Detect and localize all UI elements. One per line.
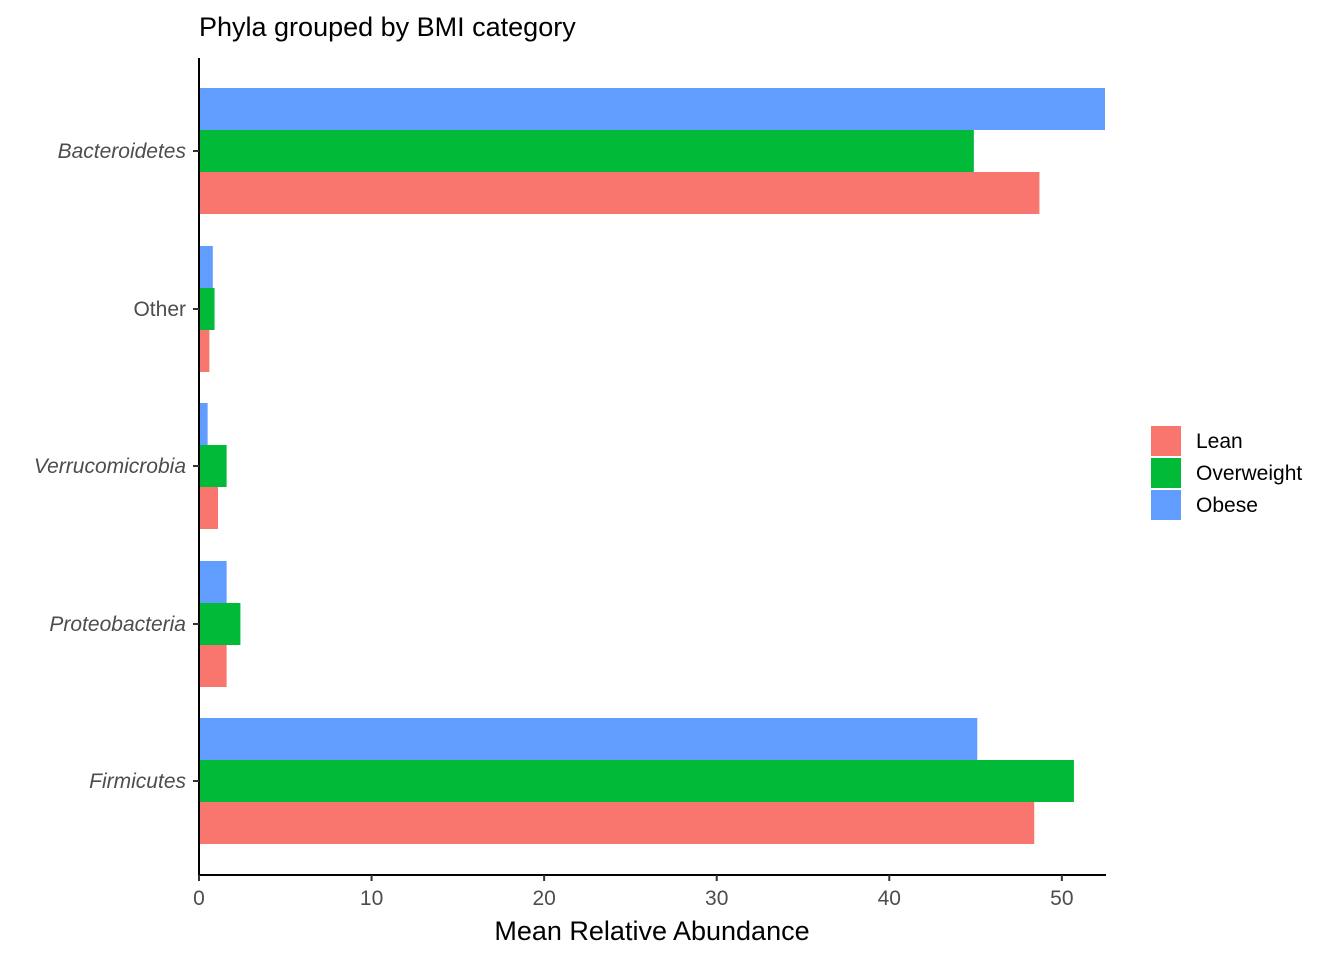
y-tick-label-firmicutes: Firmicutes <box>89 770 186 793</box>
bar-firmicutes-obese <box>199 718 978 760</box>
bar-other-lean <box>199 330 210 372</box>
x-tick-label: 50 <box>1050 887 1073 910</box>
x-tick-label: 0 <box>193 887 205 910</box>
bar-proteobacteria-obese <box>199 561 227 603</box>
y-tick-label-verrucomicrobia: Verrucomicrobia <box>34 455 186 478</box>
legend-label-lean: Lean <box>1196 430 1243 453</box>
bar-firmicutes-lean <box>199 802 1035 844</box>
bar-verrucomicrobia-overweight <box>199 445 227 487</box>
bar-bacteroidetes-overweight <box>199 130 974 172</box>
y-tick-label-bacteroidetes: Bacteroidetes <box>58 140 187 163</box>
y-tick-label-proteobacteria: Proteobacteria <box>49 613 186 636</box>
legend: Lean Overweight Obese <box>1151 426 1302 520</box>
y-axis-ticks: Bacteroidetes Other Verrucomicrobia Proteob… <box>34 140 199 793</box>
bar-other-obese <box>199 246 213 288</box>
bar-verrucomicrobia-obese <box>199 403 208 445</box>
legend-label-overweight: Overweight <box>1196 462 1302 485</box>
legend-label-obese: Obese <box>1196 494 1258 517</box>
x-tick-label: 30 <box>705 887 728 910</box>
chart-title: Phyla grouped by BMI category <box>199 12 576 42</box>
bar-firmicutes-overweight <box>199 760 1074 802</box>
x-axis-title: Mean Relative Abundance <box>494 916 809 946</box>
x-axis-ticks: 0 10 20 30 40 50 <box>193 875 1074 910</box>
x-tick-label: 20 <box>532 887 555 910</box>
bar-verrucomicrobia-lean <box>199 487 218 529</box>
x-tick-label: 40 <box>878 887 901 910</box>
bar-proteobacteria-lean <box>199 645 227 687</box>
legend-key-overweight <box>1151 458 1181 488</box>
bar-proteobacteria-overweight <box>199 603 241 645</box>
bar-bacteroidetes-obese <box>199 88 1105 130</box>
legend-key-lean <box>1151 426 1181 456</box>
legend-key-obese <box>1151 490 1181 520</box>
bar-bacteroidetes-lean <box>199 172 1040 214</box>
bar-other-overweight <box>199 288 215 330</box>
y-tick-label-other: Other <box>133 298 186 321</box>
bars-layer <box>199 88 1105 844</box>
x-tick-label: 10 <box>360 887 383 910</box>
